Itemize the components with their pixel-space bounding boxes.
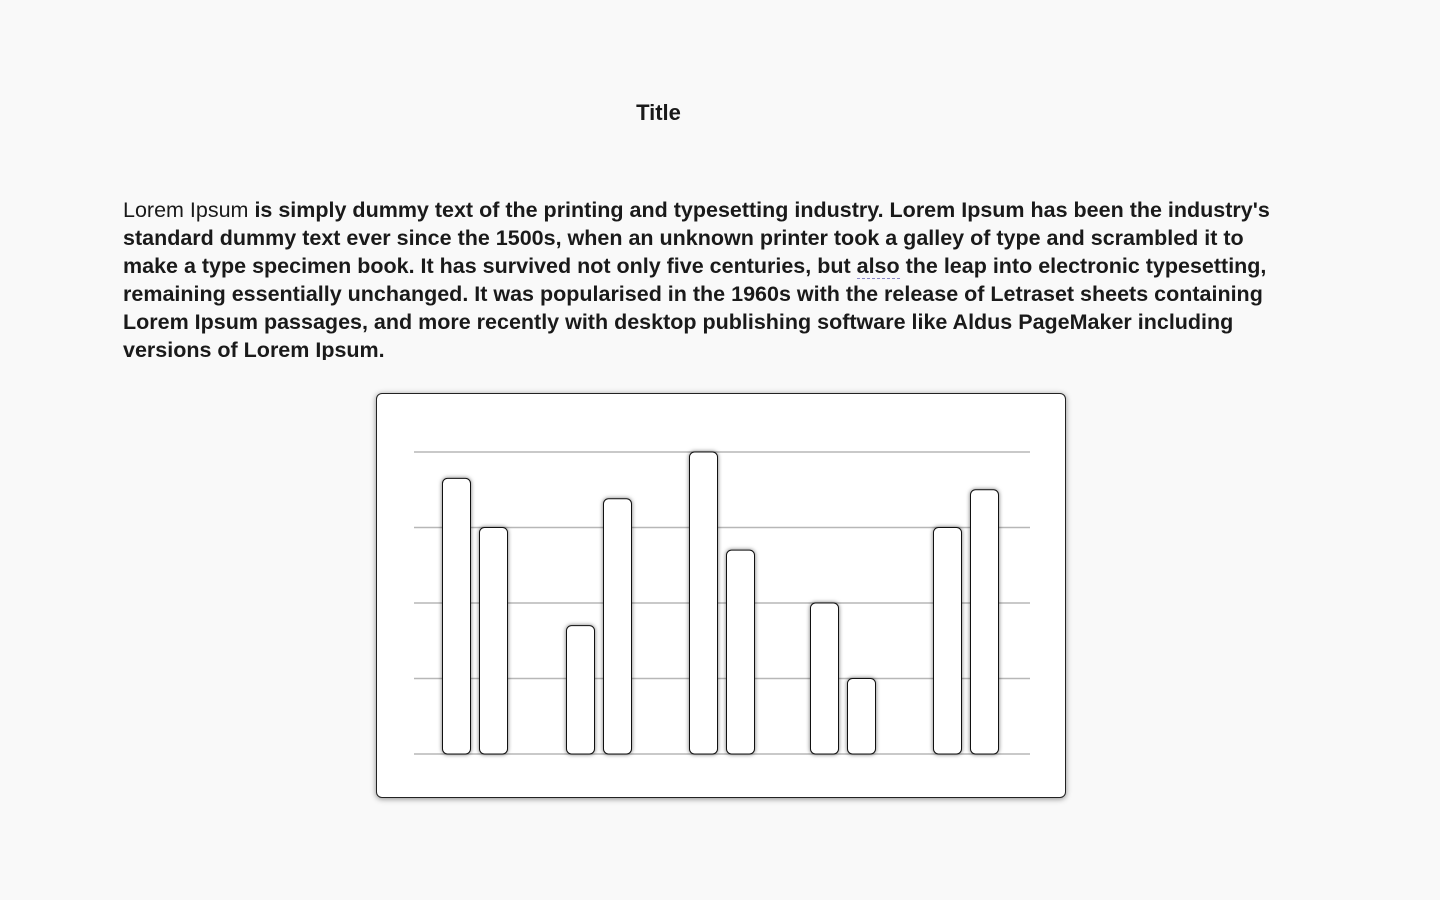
chart-bars [442,451,999,755]
chart-bar-group-3-series-2 [726,549,755,755]
chart-bar-group-1-series-2 [479,527,508,755]
paragraph-text-1: is simply dummy text of the printing and… [123,198,1270,278]
paragraph-lead: Lorem Ipsum [123,198,249,222]
body-paragraph: Lorem Ipsum is simply dummy text of the … [123,196,1293,360]
chart-bar-group-4-series-2 [847,678,876,755]
chart-bar-group-5-series-1 [933,527,962,755]
chart-bar-group-2-series-1 [566,625,595,755]
paragraph-text-2: the leap into electronic typesetting, re… [123,254,1267,360]
chart-bar-group-5-series-2 [970,489,999,755]
paragraph-also-link[interactable]: also [856,254,900,279]
chart-bar-group-2-series-2 [603,498,632,755]
chart-bar-group-4-series-1 [810,602,839,755]
chart-card [376,393,1066,798]
bar-chart [414,451,1030,755]
chart-bar-group-1-series-1 [442,477,471,755]
page-title: Title [636,100,681,125]
chart-gridlines [414,451,1030,755]
chart-bar-group-3-series-1 [689,451,718,755]
